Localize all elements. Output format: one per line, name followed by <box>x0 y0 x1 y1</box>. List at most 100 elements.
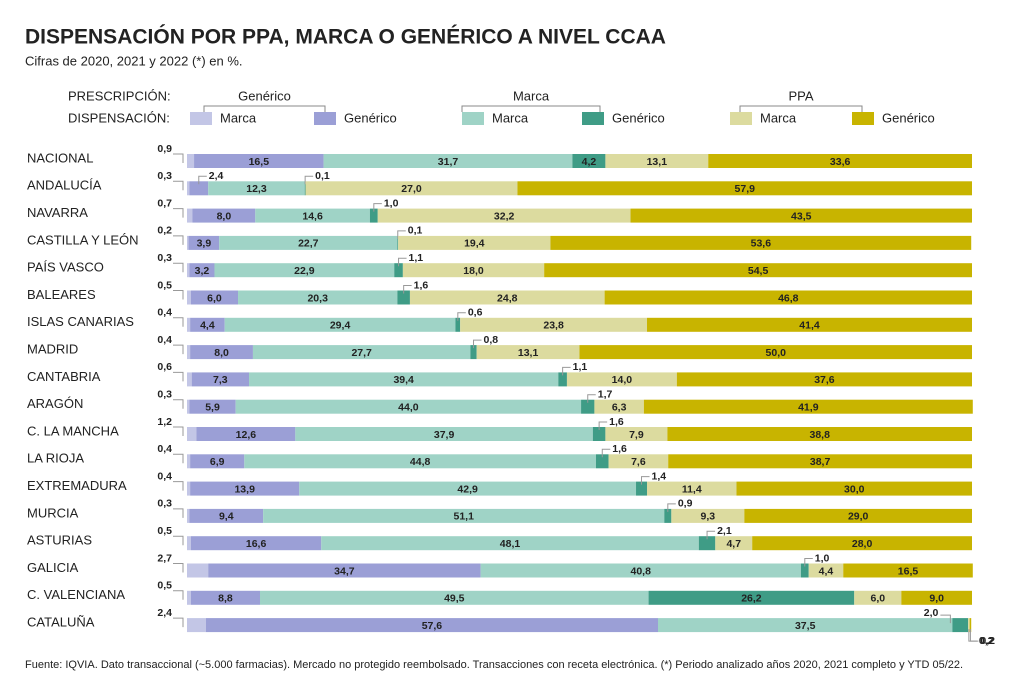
chart-subtitle: Cifras de 2020, 2021 y 2022 (*) en %. <box>25 53 243 68</box>
value-label: 37,5 <box>795 620 816 632</box>
value-label: 7,3 <box>213 374 228 386</box>
bar-segment <box>187 536 191 551</box>
bar-segment <box>205 618 658 633</box>
value-label: 4,2 <box>582 156 597 168</box>
value-label: 1,0 <box>384 197 399 209</box>
value-label: 4,4 <box>200 320 215 332</box>
bar-segment <box>187 372 192 387</box>
bar-segment <box>252 345 471 360</box>
category-label: ANDALUCÍA <box>27 178 102 193</box>
bar-segment <box>189 181 209 196</box>
bar-segment <box>369 208 378 223</box>
value-label: 37,9 <box>434 429 455 441</box>
legend-label: Marca <box>760 110 797 125</box>
legend-label: Genérico <box>882 110 935 125</box>
value-label: 4,7 <box>726 538 741 550</box>
bar-segment <box>676 372 972 387</box>
category-label: NACIONAL <box>27 150 93 165</box>
bar-segment <box>235 399 582 414</box>
leader-line <box>562 366 571 376</box>
value-label: 54,5 <box>748 265 769 277</box>
value-label: 0,2 <box>979 635 994 647</box>
legend-swatch <box>190 112 212 125</box>
leader-line <box>173 563 184 573</box>
value-label: 43,5 <box>791 210 812 222</box>
bar-segment <box>698 536 716 551</box>
leader-line <box>601 448 611 458</box>
bar-segment <box>187 317 191 332</box>
value-label: 7,9 <box>629 429 644 441</box>
value-label: 0,4 <box>157 307 172 319</box>
leader-line <box>173 590 184 600</box>
legend-row-label: PRESCRIPCIÓN: <box>68 88 171 103</box>
bar-segment <box>398 235 551 250</box>
bar-segment <box>187 235 189 250</box>
leader-line <box>403 285 412 294</box>
leader-line <box>173 453 184 464</box>
bar-segment <box>196 427 296 441</box>
bar-segment <box>647 481 737 496</box>
leader-line <box>173 344 184 355</box>
value-label: 6,0 <box>207 292 222 304</box>
bar-segment <box>402 263 545 278</box>
bar-segment <box>667 427 972 441</box>
bar-segment <box>470 345 477 360</box>
value-label: 8,0 <box>214 347 229 359</box>
bar-segment <box>187 590 191 605</box>
value-label: 0,6 <box>157 361 172 373</box>
bar-segment <box>394 263 403 278</box>
bar-segment <box>648 590 855 605</box>
bar-segment <box>187 181 190 196</box>
category-label: ISLAS CANARIAS <box>27 314 134 329</box>
value-label: 30,0 <box>844 483 865 495</box>
bar-segment <box>187 454 191 469</box>
value-label: 46,8 <box>778 292 799 304</box>
bar-segment <box>187 481 191 496</box>
value-label: 0,2 <box>157 225 172 237</box>
value-label: 18,0 <box>463 265 484 277</box>
value-label: 13,1 <box>518 347 539 359</box>
bar-segment <box>643 399 973 414</box>
bar-segment <box>901 590 972 605</box>
category-label: CANTABRIA <box>27 369 101 384</box>
value-label: 49,5 <box>444 593 465 605</box>
leader-line <box>940 614 951 624</box>
category-label: BALEARES <box>27 287 96 302</box>
bar-segment <box>397 290 410 305</box>
bar-segment <box>579 345 972 360</box>
bar-segment <box>305 181 518 196</box>
value-label: 1,4 <box>652 470 667 482</box>
leader-line <box>667 503 676 512</box>
bar-segment <box>605 154 709 168</box>
leader-line <box>641 476 650 485</box>
value-label: 1,7 <box>598 388 613 400</box>
value-label: 27,0 <box>401 183 422 195</box>
value-label: 0,4 <box>157 334 172 346</box>
value-label: 29,4 <box>330 320 351 332</box>
bar-segment <box>189 508 264 523</box>
value-label: 1,1 <box>573 361 588 373</box>
bar-segment <box>668 454 972 469</box>
legend-label: Genérico <box>612 110 665 125</box>
value-label: 53,6 <box>751 238 772 250</box>
leader-line <box>969 629 979 642</box>
value-label: 0,5 <box>157 580 172 592</box>
category-label: ARAGÓN <box>27 396 83 411</box>
value-label: 7,6 <box>631 456 646 468</box>
value-label: 9,3 <box>701 511 716 523</box>
value-label: 6,9 <box>210 456 225 468</box>
bar-segment <box>480 563 801 578</box>
leader-line <box>587 394 596 403</box>
bar-segment <box>190 454 245 469</box>
value-label: 22,9 <box>294 265 315 277</box>
category-label: PAÍS VASCO <box>27 260 104 275</box>
leader-line <box>173 535 184 546</box>
bar-segment <box>190 317 225 332</box>
leader-line <box>173 262 184 273</box>
value-label: 44,8 <box>410 456 431 468</box>
value-label: 24,8 <box>497 292 518 304</box>
value-label: 1,1 <box>409 252 424 264</box>
bar-segment <box>208 181 305 196</box>
category-label: CASTILLA Y LEÓN <box>27 232 139 247</box>
